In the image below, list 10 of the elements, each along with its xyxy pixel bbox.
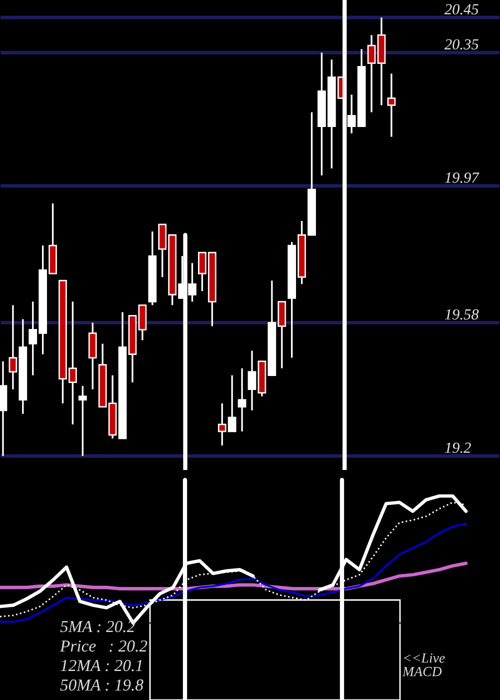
text: 50MA : 19.8 [60,679,144,691]
annotation: 5MA : 20.2 [60,620,135,632]
y-tick-label: 19.2 [444,442,471,453]
text: Price : 20.2 [60,640,148,652]
text: 12MA : 20.1 [60,660,142,672]
y-tick-label: 20.35 [444,39,478,50]
text: <<Live MACD [402,653,445,676]
y-tick-label: 20.45 [444,4,478,14]
y-tick-label: 19.58 [444,309,479,320]
y-tick-label: 19.97 [444,172,480,183]
